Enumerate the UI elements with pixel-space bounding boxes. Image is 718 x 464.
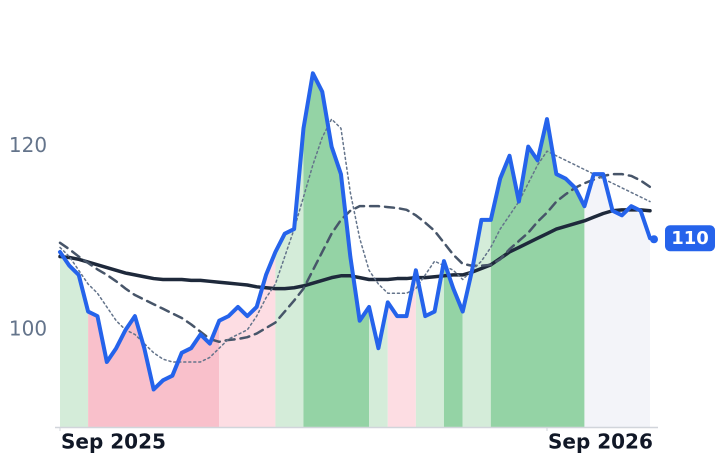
last-value-label: 110 <box>671 228 709 249</box>
last-badge <box>665 225 715 252</box>
regime-band <box>490 119 585 427</box>
regime-band <box>275 128 304 427</box>
lines <box>58 71 652 392</box>
axes: 100 120 Sep 2025 Sep 2026 110 <box>9 133 715 454</box>
y-tick-label: 100 <box>9 316 47 340</box>
regime-band <box>462 219 491 427</box>
regime-band <box>584 174 650 427</box>
y-tick-label: 120 <box>9 133 47 157</box>
bands <box>60 73 650 427</box>
series-line <box>58 71 652 392</box>
regime-band <box>303 73 370 427</box>
regime-band <box>88 311 220 427</box>
regime-band <box>60 251 89 427</box>
series-line <box>58 172 652 344</box>
last-point <box>650 235 658 244</box>
x-tick-label: Sep 2026 <box>548 430 653 454</box>
x-tick-label: Sep 2025 <box>61 430 166 454</box>
